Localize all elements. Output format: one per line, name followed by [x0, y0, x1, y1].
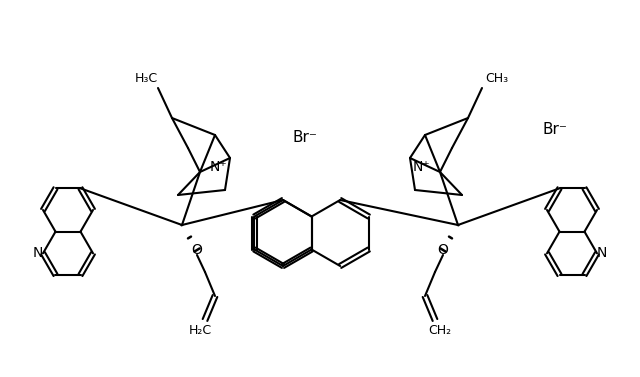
- Text: CH₂: CH₂: [428, 323, 452, 337]
- Text: N⁺: N⁺: [412, 160, 430, 174]
- Text: N: N: [33, 246, 43, 260]
- Text: H₃C: H₃C: [134, 72, 157, 84]
- Text: Br⁻: Br⁻: [292, 130, 317, 146]
- Text: CH₃: CH₃: [485, 72, 509, 84]
- Text: N: N: [597, 246, 607, 260]
- Text: O: O: [438, 243, 449, 257]
- Text: N⁺: N⁺: [210, 160, 228, 174]
- Text: Br⁻: Br⁻: [543, 123, 568, 138]
- Text: O: O: [191, 243, 202, 257]
- Text: H₂C: H₂C: [188, 323, 212, 337]
